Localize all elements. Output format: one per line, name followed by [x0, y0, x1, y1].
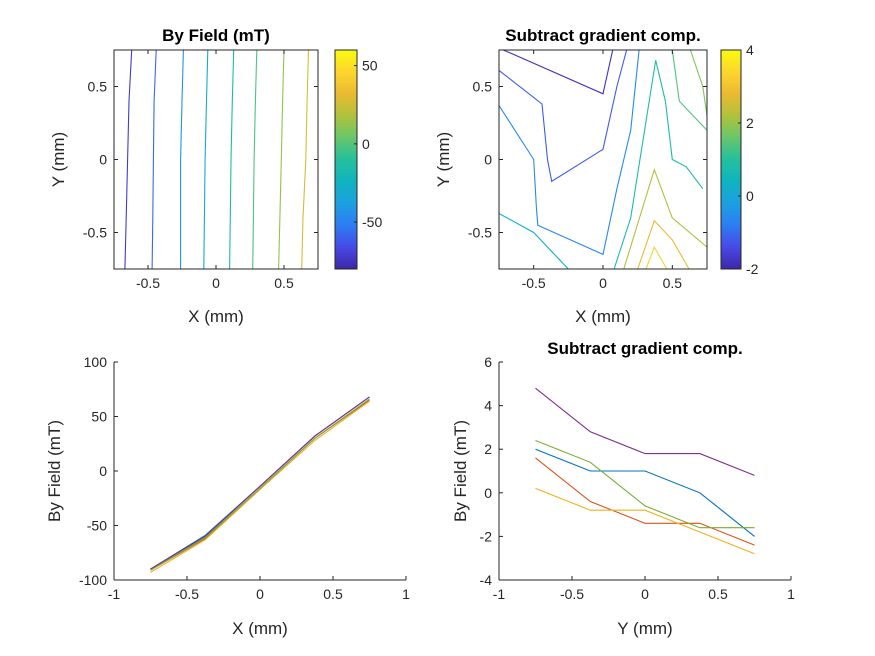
series-line-4 — [150, 396, 370, 570]
axes-box — [498, 49, 708, 270]
contour-line-5 — [229, 50, 235, 269]
contour-line-4 — [203, 50, 209, 269]
y-axis-label: Y (mm) — [49, 132, 68, 187]
chart-4: -1 -0.5 0 0.5 1 -4 -2 0 2 4 6 Subtract gradient com… — [451, 339, 795, 638]
chart-title: Subtract gradient comp. — [547, 339, 743, 358]
x-tick-label: -1 — [108, 586, 121, 602]
colorbar-tick-label: 0 — [746, 188, 754, 204]
series-line-1 — [535, 448, 755, 537]
series-line-3 — [150, 400, 370, 573]
y-axis-label: Y (mm) — [434, 132, 453, 187]
x-tick-label: -1 — [493, 586, 506, 602]
contour-line-11 — [645, 245, 668, 269]
contour-line-3 — [499, 50, 640, 256]
y-tick-label: -0.5 — [83, 225, 107, 241]
contour-line-7 — [278, 50, 285, 269]
x-axis-label: X (mm) — [575, 307, 631, 326]
colorbar — [334, 49, 358, 270]
y-axis-label: By Field (mT) — [45, 420, 64, 522]
x-tick-label: 0 — [212, 275, 220, 291]
x-tick-label: 0.5 — [274, 275, 294, 291]
x-axis-label: X (mm) — [232, 619, 288, 638]
x-axis-label: X (mm) — [188, 307, 244, 326]
y-tick-label: -50 — [87, 518, 107, 534]
series-line-4 — [535, 387, 755, 476]
x-tick-label: -0.5 — [136, 275, 160, 291]
y-tick-label: 0 — [484, 485, 492, 501]
x-tick-label: -0.5 — [522, 275, 546, 291]
y-tick-label: -0.5 — [468, 225, 492, 241]
series-line-3 — [535, 487, 755, 555]
y-tick-label: 2 — [484, 441, 492, 457]
x-tick-label: 1 — [787, 586, 795, 602]
y-tick-label: 0 — [484, 152, 492, 168]
contour-line-6 — [613, 60, 704, 269]
y-tick-label: 0.5 — [88, 79, 108, 95]
colorbar-tick-label: 2 — [746, 115, 754, 131]
x-tick-label: 1 — [402, 586, 410, 602]
x-tick-label: 0 — [599, 275, 607, 291]
colorbar-tick-label: 50 — [362, 58, 378, 74]
contour-line-1 — [124, 50, 133, 269]
axes-box — [113, 49, 319, 270]
colorbar-tick-label: -50 — [362, 214, 382, 230]
contour-line-1 — [502, 50, 614, 95]
contour-line-8 — [301, 50, 310, 269]
y-tick-label: 6 — [484, 354, 492, 370]
y-tick-label: 0 — [99, 463, 107, 479]
y-tick-label: 0 — [99, 152, 107, 168]
contour-line-2 — [499, 50, 628, 183]
series-line-2 — [150, 399, 370, 571]
y-tick-label: 4 — [484, 398, 492, 414]
contour-line-10 — [637, 219, 690, 269]
series-line-5 — [150, 398, 370, 571]
contour-line-9 — [623, 167, 707, 269]
y-tick-label: 0.5 — [473, 79, 493, 95]
series-line-2 — [535, 457, 755, 546]
series-line-5 — [535, 439, 755, 529]
contour-line-3 — [180, 50, 184, 269]
chart-1: -0.5 0 0.5 -0.5 0 0.5 By Field (mT) X (mm) Y (mm… — [49, 26, 382, 326]
x-tick-label: 0.5 — [708, 586, 728, 602]
chart-title: By Field (mT) — [162, 26, 270, 45]
contour-line-2 — [151, 50, 157, 269]
x-axis-label: Y (mm) — [617, 619, 672, 638]
x-tick-label: 0 — [641, 586, 649, 602]
y-axis-label: By Field (mT) — [451, 420, 470, 522]
chart-2: -0.5 0 0.5 -0.5 0 0.5 Subtract gradient comp. X… — [434, 26, 759, 326]
contour-line-5 — [499, 213, 569, 269]
plot-area — [150, 396, 370, 573]
plot-area — [124, 50, 310, 269]
contour-line-7 — [671, 50, 707, 131]
colorbar-tick-label: -2 — [746, 261, 759, 277]
contour-line-8 — [689, 50, 707, 116]
y-tick-label: -100 — [79, 572, 107, 588]
x-tick-label: 0.5 — [323, 586, 343, 602]
plot-area — [535, 387, 755, 555]
chart-3: -1 -0.5 0 0.5 1 -100 -50 0 50 100 X (mm) By Field (… — [45, 354, 410, 638]
colorbar-tick-label: 4 — [746, 42, 754, 58]
contour-line-6 — [252, 50, 258, 269]
plot-area — [499, 50, 707, 269]
x-tick-label: 0 — [256, 586, 264, 602]
x-tick-label: -0.5 — [560, 586, 584, 602]
x-tick-label: -0.5 — [175, 586, 199, 602]
chart-title: Subtract gradient comp. — [505, 26, 701, 45]
x-tick-label: 0.5 — [663, 275, 683, 291]
colorbar — [720, 49, 742, 270]
y-tick-label: -2 — [480, 528, 493, 544]
y-tick-label: 50 — [91, 409, 107, 425]
y-tick-label: -4 — [480, 572, 493, 588]
y-tick-label: 100 — [84, 354, 108, 370]
colorbar-tick-label: 0 — [362, 136, 370, 152]
